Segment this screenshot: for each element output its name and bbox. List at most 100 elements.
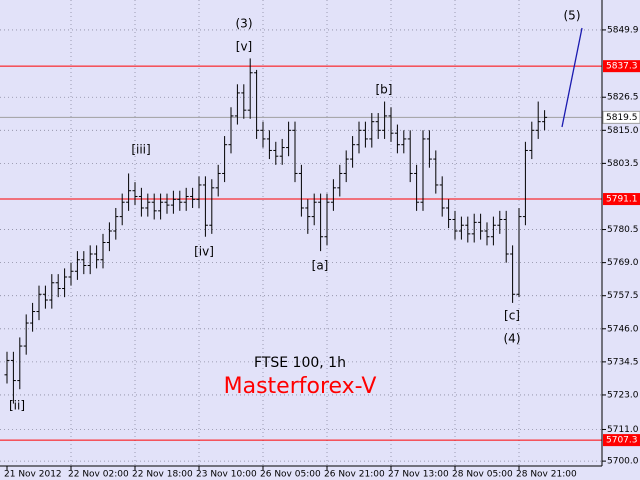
ohlc-bar [324,193,330,246]
y-tick-label: 5711.0 [607,425,639,435]
ohlc-bar [247,58,253,119]
wave-label: [b] [376,83,393,97]
ohlc-bar [311,193,317,226]
ohlc-bar [126,173,132,211]
level-badge [603,434,640,447]
y-tick-label: 5746.0 [607,324,639,334]
ohlc-bar [94,245,100,269]
wave-label: [v] [236,40,252,54]
ohlc-bar [17,337,23,390]
wave-label: [a] [312,259,329,273]
ohlc-bar [164,193,170,214]
ohlc-bar [484,222,490,246]
ohlc-bar [273,141,279,165]
wave-label: [c] [504,309,520,323]
y-tick-label: 5826.5 [607,93,639,103]
ohlc-bar [318,193,324,252]
ohlc-bar [458,216,464,240]
y-tick-label: 5815.0 [607,126,639,136]
ohlc-bar [439,176,445,217]
ohlc-bar [234,84,240,125]
ohlc-bar [228,107,234,154]
ohlc-bar [183,187,189,211]
ohlc-bar [350,136,356,168]
ohlc-bar [62,268,68,298]
x-tick-label: 22 Nov 18:00 [132,470,193,480]
ohlc-bar [292,121,298,183]
ohlc-bar [401,130,407,154]
chart-title: FTSE 100, 1h [254,355,346,371]
ohlc-bar [145,193,151,217]
current-price-label: 5819.5 [606,113,638,123]
ohlc-bar [394,124,400,154]
ohlc-bar [337,164,343,197]
y-tick-label: 5803.5 [607,159,639,169]
ohlc-bar [209,179,215,234]
ohlc-bar [510,245,516,303]
ohlc-bar [362,121,368,148]
y-tick-label: 5769.0 [607,258,639,268]
y-tick-label: 5734.5 [607,357,639,367]
x-tick-label: 28 Nov 05:00 [452,470,513,480]
ohlc-bar [106,222,112,252]
ohlc-bar [375,113,381,139]
ohlc-bar [382,101,388,139]
ohlc-bar [503,210,509,263]
wave-label: [iv] [194,245,214,259]
current-price-badge [602,110,640,124]
ohlc-bar [113,207,119,240]
ohlc-bar [4,351,10,384]
ohlc-bar [529,121,535,160]
ohlc-bar [87,245,93,275]
ohlc-bar [279,138,285,165]
ohlc-bar [138,187,144,217]
ohlc-bar [266,130,272,160]
projection-line [561,27,583,128]
wave-label: (4) [504,332,521,346]
ohlc-bar [74,251,80,280]
x-tick-label: 26 Nov 05:00 [260,470,321,480]
y-tick-label: 5723.0 [607,390,639,400]
ohlc-bar [414,164,420,211]
ohlc-bar [522,141,528,226]
level-label: 5837.3 [606,62,638,72]
ohlc-bar [298,164,304,217]
wave-label: (3) [236,17,253,31]
chart-subtitle: Masterforex-V [224,374,377,399]
ohlc-bar [426,130,432,168]
ohlc-bar [343,150,349,183]
y-tick-label: 5849.9 [607,25,639,35]
ohlc-bar [516,207,522,298]
ohlc-bar [254,69,260,139]
ohlc-bar [286,121,292,157]
x-tick-label: 27 Nov 13:00 [388,470,449,480]
ohlc-bar [215,164,221,197]
wave-label: (5) [564,9,581,23]
ohlc-bar [49,274,55,309]
ohlc-bar [241,84,247,119]
ohlc-bar [68,262,74,286]
y-tick-label: 5757.5 [607,291,639,301]
level-label: 5791.1 [606,195,638,205]
ohlc-bar [452,210,458,240]
x-tick-label: 22 Nov 02:00 [68,470,129,480]
x-tick-label: 26 Nov 21:00 [324,470,385,480]
ohlc-bar [81,251,87,275]
ohlc-bar [36,285,42,321]
x-tick-label: 21 Nov 2012 [4,470,62,480]
ohlc-bar [222,136,228,183]
ohlc-bar [407,130,413,183]
ohlc-bar [542,110,548,131]
ohlc-bar [446,199,452,229]
ohlc-bar [535,101,541,139]
ohlc-bar [369,113,375,148]
ohlc-bar [30,302,36,332]
ohlc-bar [433,150,439,194]
ohlc-bar [132,182,138,206]
ohlc-bar [190,187,196,208]
ohlc-bar [465,216,471,243]
ohlc-bar [196,176,202,208]
wave-label: [ii] [9,399,25,413]
